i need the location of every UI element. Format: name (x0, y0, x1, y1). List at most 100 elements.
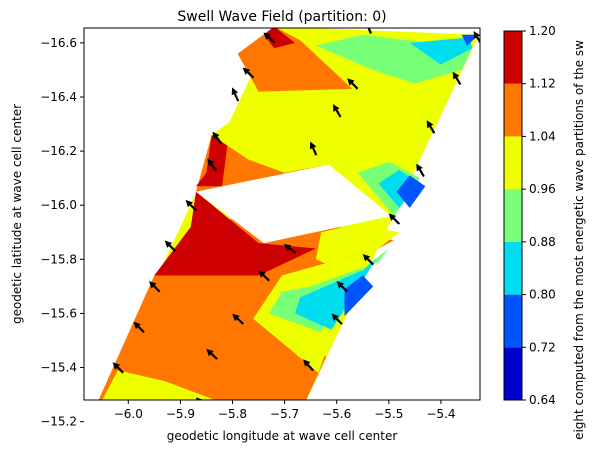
colorbar-tick-label: 0.96 (529, 182, 556, 196)
quiver-arrow-24 (231, 87, 240, 102)
quiver-arrow-head (331, 313, 339, 321)
contour-region-11 (211, 86, 441, 173)
x-tick-label: −5.7 (270, 407, 299, 421)
quiver-arrow-9 (336, 281, 348, 293)
colorbar-bands (504, 31, 522, 400)
colorbar-tick-label: 0.80 (529, 288, 556, 302)
quiver-arrow-head (309, 141, 317, 150)
quiver-arrow-18 (133, 321, 145, 334)
quiver-arrow-head (283, 244, 292, 251)
chart-title: Swell Wave Field (partition: 0) (177, 9, 386, 25)
plot-area (84, 28, 480, 400)
colorbar-tick-label: 0.88 (529, 235, 556, 249)
y-tick-label: −16.2 (40, 144, 77, 158)
quiver-arrow-3 (232, 313, 244, 325)
quiver-arrow-shaft (247, 71, 255, 79)
quiver-arrow-19 (149, 281, 161, 293)
colorbar-frame (503, 30, 523, 401)
quiver-arrow-shaft (418, 169, 425, 178)
colorbar-tick-label: 1.12 (529, 77, 556, 91)
quiver-arrow-27 (309, 141, 318, 156)
quiver-arrow-head (388, 213, 397, 221)
quiver-arrow-29 (347, 78, 359, 90)
quiver-arrow-14 (452, 71, 462, 86)
quiver-arrow-head (133, 321, 141, 330)
quiver-arrow-shaft (215, 136, 223, 145)
quiver-arrow-shaft (116, 366, 124, 374)
quiver-arrow-shaft (351, 82, 359, 90)
quiver-arrow-21 (185, 199, 197, 212)
quiver-arrow-25 (242, 67, 255, 79)
quiver-arrow-22 (207, 158, 218, 172)
quiver-arrow-shaft (335, 109, 342, 118)
quiver-arrow-1 (195, 397, 204, 400)
quiver-arrow-head (426, 120, 434, 129)
quiver-arrow-shaft (189, 204, 197, 212)
quiver-arrow-shaft (340, 285, 348, 293)
quiver-arrow-5 (283, 244, 297, 254)
quiver-arrows (112, 28, 480, 400)
colorbar-tick-label: 0.64 (529, 393, 556, 407)
x-tick-label: −5.9 (166, 407, 195, 421)
quiver-arrow-head (416, 163, 423, 172)
quiver-arrow-head (164, 240, 173, 248)
quiver-arrow-shaft (367, 28, 373, 34)
colorbar-band (504, 189, 522, 242)
quiver-arrow-head (206, 348, 214, 357)
y-axis-label: geodetic latitude at wave cell center (10, 104, 24, 324)
quiver-arrow-shaft (288, 247, 297, 254)
plot-frame (83, 27, 481, 401)
colorbar-label: eight computed from the most energetic w… (572, 40, 586, 440)
y-tick-label: −15.6 (40, 306, 77, 320)
quiver-arrow-head (473, 31, 480, 39)
quiver-arrow-head (149, 281, 157, 289)
colorbar-band (504, 31, 522, 84)
quiver-arrow-head (452, 71, 460, 80)
colorbar-band (504, 294, 522, 348)
colorbar-band (504, 241, 522, 295)
quiver-arrow-12 (416, 163, 425, 178)
contour-region-16 (237, 28, 353, 92)
quiver-arrow-head (303, 359, 311, 367)
quiver-arrow-head (212, 131, 220, 140)
quiver-arrow-shaft (312, 147, 318, 156)
contour-region-1 (102, 370, 215, 400)
quiver-arrow-head (242, 67, 251, 75)
quiver-arrow-head (336, 281, 344, 289)
quiver-arrow-shaft (137, 325, 145, 334)
y-tick-label: −16.4 (40, 90, 77, 104)
quiver-arrow-shaft (392, 217, 401, 225)
quiver-arrow-head (332, 104, 340, 112)
x-tick-label: −5.6 (322, 407, 351, 421)
contour-region-17 (263, 28, 295, 49)
quiver-arrow-shaft (267, 36, 276, 44)
colorbar-band (504, 347, 522, 400)
quiver-arrow-7 (303, 359, 314, 372)
quiver-arrow-head (231, 87, 239, 96)
x-tick-label: −5.4 (426, 407, 455, 421)
contour-region-10 (196, 134, 228, 187)
quiver-arrow-26 (263, 32, 276, 44)
quiver-arrow-shaft (236, 317, 244, 325)
quiver-arrow-4 (258, 270, 270, 282)
x-tick-label: −5.8 (218, 407, 247, 421)
quiver-arrow-shaft (153, 285, 161, 293)
quiver-arrow-28 (332, 104, 342, 118)
y-axis-ticks: −15.2 −15.4 −15.6 −15.8 −16.0 −16.2 −16.4 −16.6 (40, 36, 84, 429)
colorbar: 0.64 0.72 0.80 0.88 0.96 1.04 1.12 1.20 eight c… (503, 24, 586, 440)
quiver-arrow-shaft (233, 93, 240, 102)
y-tick-label: −15.4 (40, 361, 77, 375)
quiver-arrow-23 (212, 131, 223, 145)
quiver-arrow-shaft (262, 274, 270, 282)
contour-region-15 (396, 175, 426, 208)
colorbar-tick-label: 0.72 (529, 340, 556, 354)
contour-region-19 (409, 37, 473, 65)
quiver-arrow-head (347, 78, 355, 86)
contour-region-9 (196, 134, 329, 192)
quiver-arrow-head (207, 158, 215, 167)
y-tick-label: −15.2 (40, 415, 77, 429)
quiver-arrow-10 (362, 254, 375, 266)
quiver-arrow-11 (388, 213, 401, 225)
quiver-arrow-30 (367, 28, 373, 34)
